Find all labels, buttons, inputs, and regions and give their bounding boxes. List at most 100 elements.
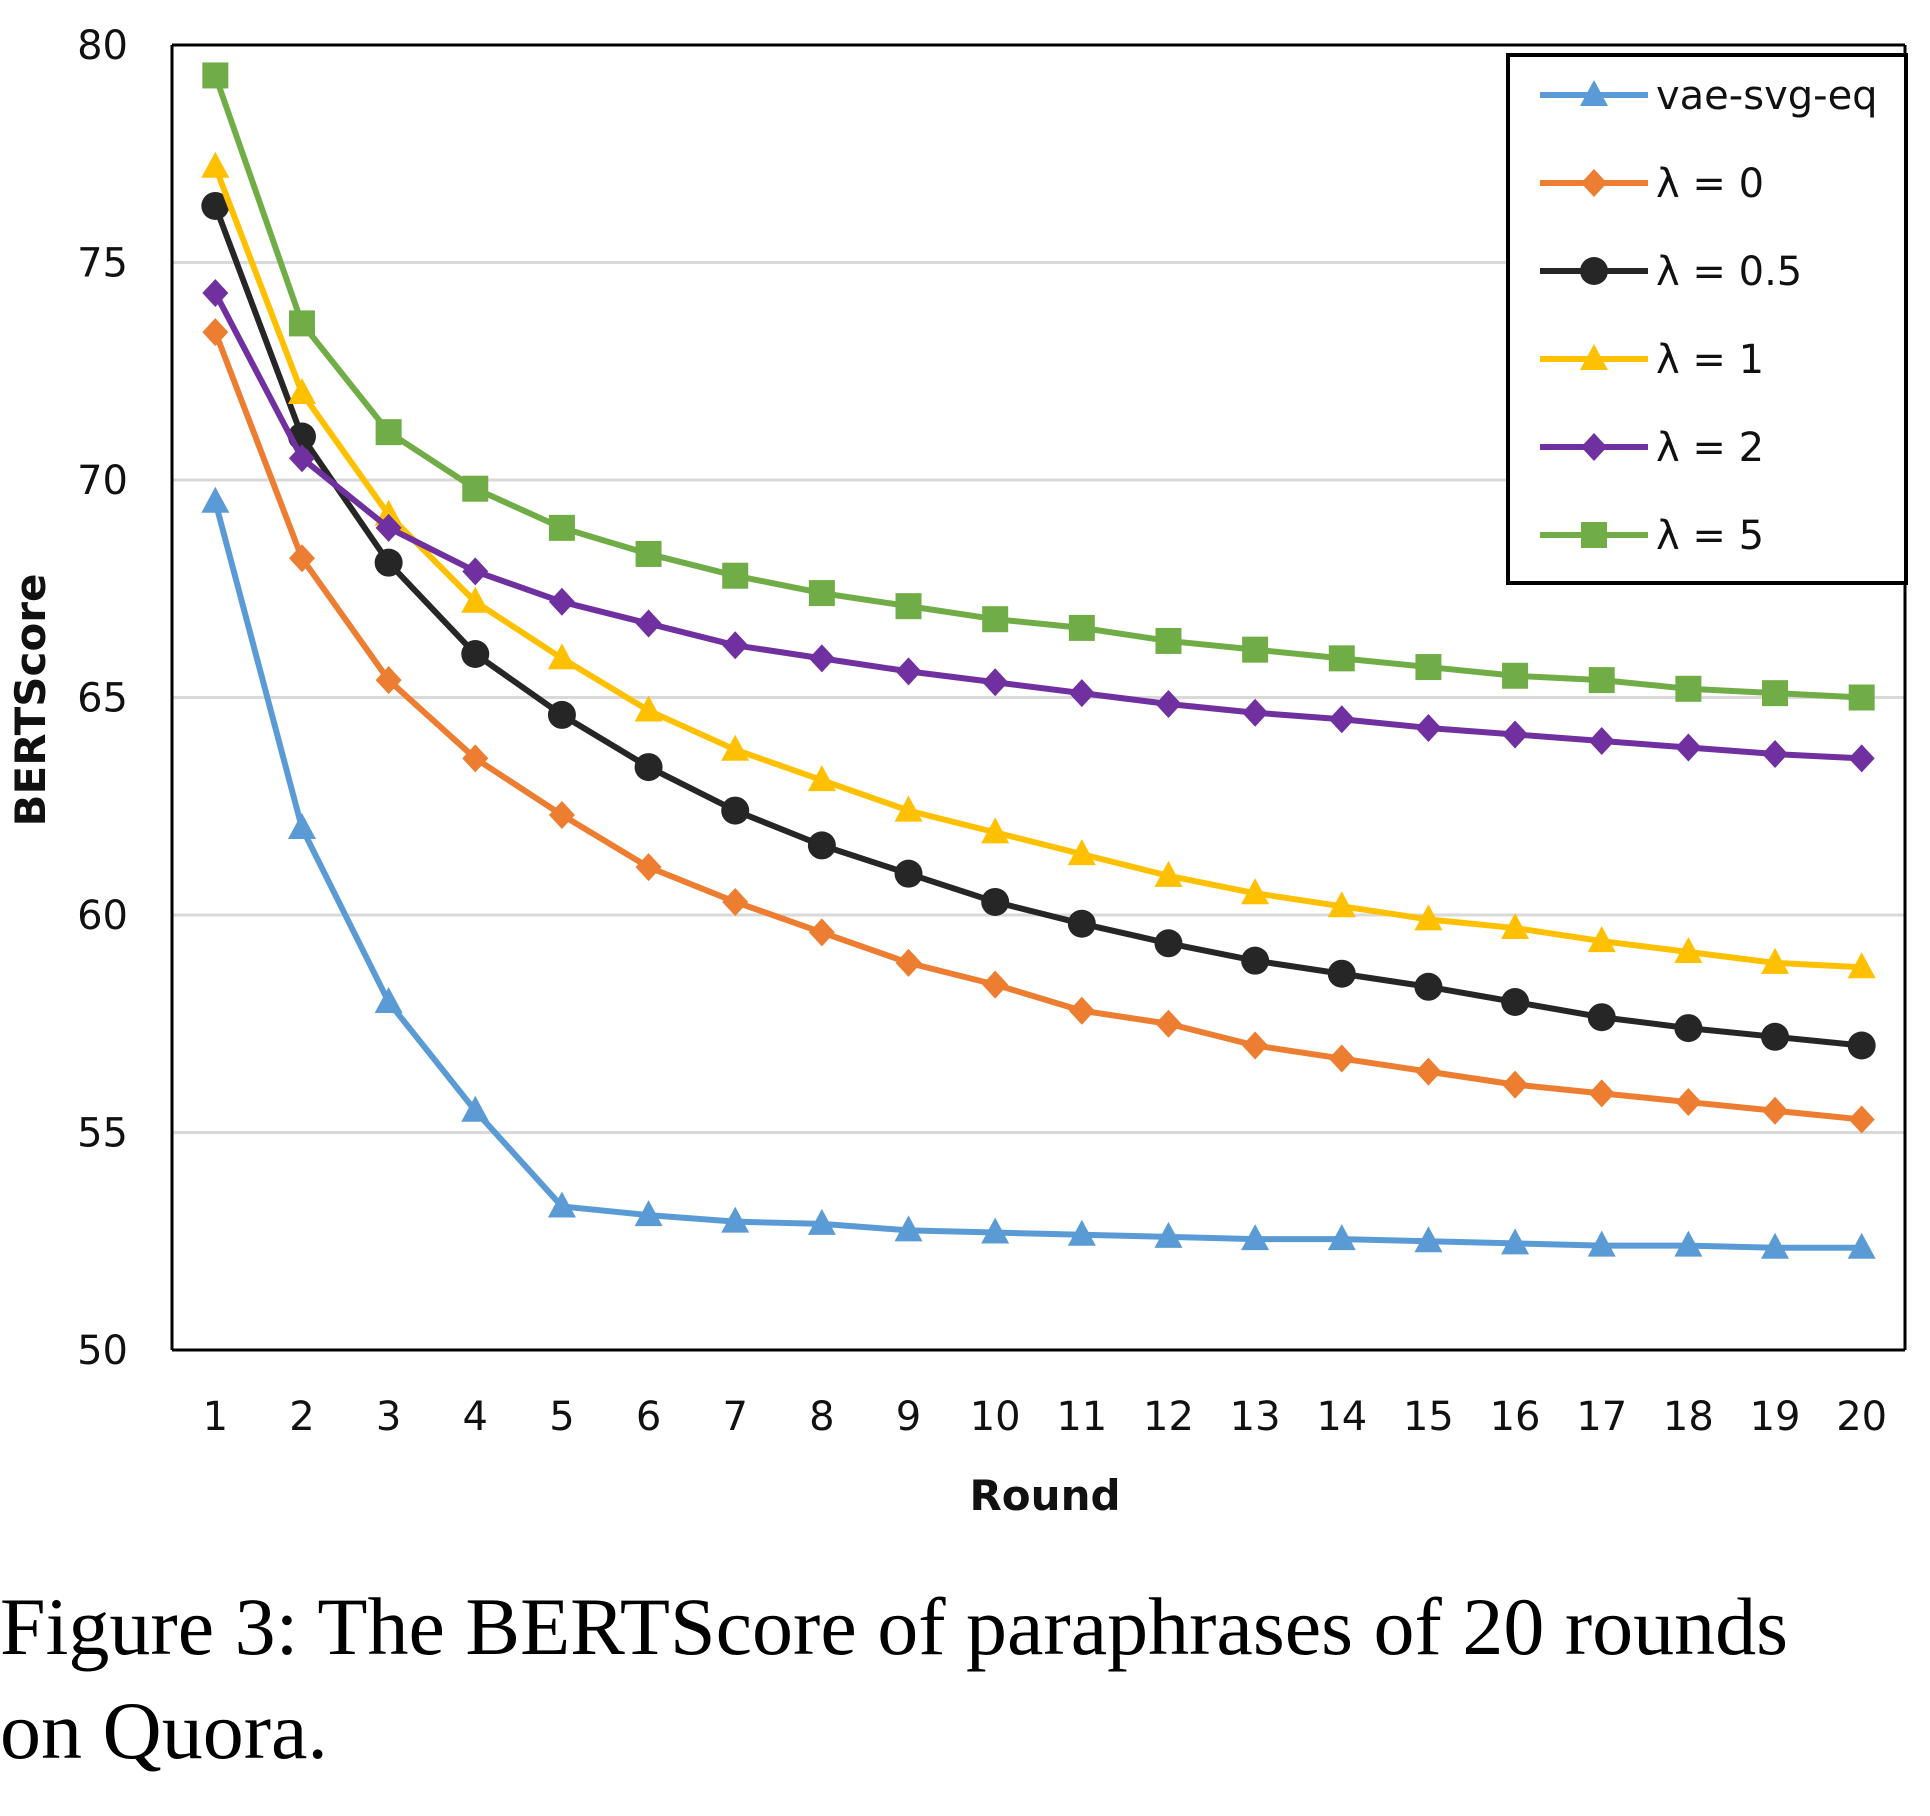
data-point [981,817,1010,844]
data-point [461,586,490,613]
data-point [548,800,575,829]
data-point [201,191,230,220]
data-point [1675,733,1702,762]
data-point [722,887,749,916]
data-point [1154,929,1183,958]
x-tick-label: 20 [1836,1394,1887,1440]
data-point [1068,679,1095,708]
data-point [1675,675,1702,702]
legend: vae-svg-eq λ = 0 λ = 0.5 λ = 1 λ = 2 λ = 5 [1506,53,1908,585]
data-point [287,813,316,839]
data-point [807,765,836,792]
series-line [212,500,1862,1251]
data-point [1241,946,1270,975]
data-point [1762,680,1789,707]
data-point [721,734,750,761]
data-point [202,318,229,347]
data-point [1415,713,1442,742]
legend-box [1506,53,1908,585]
data-point [1327,1224,1356,1251]
x-tick-label: 16 [1490,1394,1541,1440]
data-point [201,486,230,513]
data-point [1067,909,1096,938]
data-point [1414,1226,1443,1253]
x-tick-label: 1 [203,1394,228,1440]
data-point [1588,1079,1615,1108]
data-point [1674,1230,1703,1257]
data-point [1587,926,1616,953]
data-point [1588,727,1615,755]
data-point [548,587,575,616]
series-line [212,165,1862,971]
data-point [1675,1088,1702,1117]
y-tick-labels: 50 55 60 65 70 75 80 [77,23,128,1374]
data-point [1587,1230,1616,1257]
data-point [462,744,489,773]
data-point [462,475,489,502]
data-point [1241,878,1270,905]
legend-label: λ = 0 [1656,161,1764,207]
x-tick-label: 9 [896,1394,921,1440]
data-point [1501,988,1530,1016]
data-point [722,631,749,660]
data-point [1761,1232,1790,1259]
data-point [1762,1096,1789,1125]
data-point [1414,972,1443,1001]
x-tick-label: 8 [809,1394,834,1440]
y-tick-label: 80 [77,23,128,69]
legend-label: λ = 1 [1656,337,1764,383]
y-tick-label: 60 [77,893,128,939]
data-point [1761,947,1790,974]
data-point [288,310,315,337]
data-point [1588,667,1615,694]
data-point [982,668,1009,697]
data-point [1328,645,1355,672]
data-point [1068,614,1095,641]
caption-line-2: on Quora. [0,1685,328,1776]
data-point [461,1095,490,1122]
data-point [1067,839,1096,866]
legend-label: vae-svg-eq [1656,73,1878,119]
data-point [981,887,1010,916]
data-point [807,831,836,860]
series-line [212,291,1862,762]
x-tick-label: 6 [636,1394,661,1440]
data-point [1241,1224,1270,1251]
data-point [982,606,1009,633]
data-point [374,987,403,1013]
y-tick-label: 65 [77,676,128,722]
series-1 [202,318,1875,1134]
x-tick-label: 15 [1403,1394,1454,1440]
legend-item: λ = 1 [1540,337,1764,383]
data-point [894,859,923,888]
axes [170,43,1907,1352]
data-point [1848,744,1875,773]
data-point [1414,904,1443,931]
data-point [1501,1228,1530,1255]
data-point [895,948,922,977]
data-point [808,644,835,673]
data-point [808,918,835,947]
data-point [1502,1070,1529,1099]
x-tick-label: 19 [1750,1394,1801,1440]
legend-marker [1581,522,1607,548]
caption-line-1: Figure 3: The BERTScore of paraphrases o… [0,1581,1789,1672]
data-point [1067,1219,1096,1246]
legend-label: λ = 5 [1656,513,1764,559]
data-point [1848,684,1875,711]
data-point [1415,654,1442,681]
x-tick-label: 4 [463,1394,488,1440]
data-point [982,970,1009,999]
data-point [1502,720,1529,749]
legend-label: λ = 0.5 [1656,249,1802,295]
data-point [1674,1014,1703,1043]
legend-item: λ = 0 [1540,161,1764,207]
x-tick-label: 7 [722,1394,747,1440]
data-point [202,278,229,307]
data-point [1327,891,1356,918]
data-point [808,580,835,607]
legend-items: vae-svg-eq λ = 0 λ = 0.5 λ = 1 λ = 2 λ = 5 [1540,73,1878,559]
data-point [1415,1057,1442,1086]
data-point [1155,690,1182,719]
